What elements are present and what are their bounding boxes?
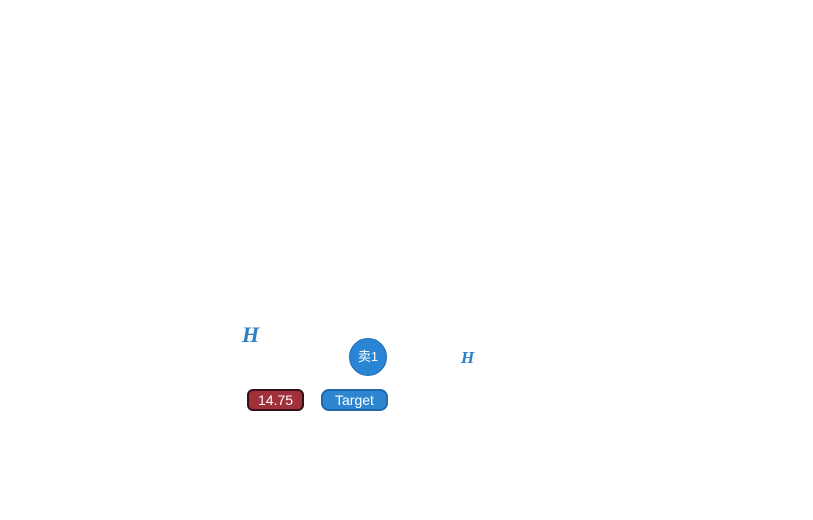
stop-price-label[interactable]: 14.75	[247, 389, 305, 411]
height-measure-label-1: H	[242, 322, 260, 347]
height-measure-label-2: H	[461, 348, 475, 367]
sell-order-badge[interactable]: 卖1	[349, 338, 387, 376]
target-label[interactable]: Target	[321, 389, 388, 411]
